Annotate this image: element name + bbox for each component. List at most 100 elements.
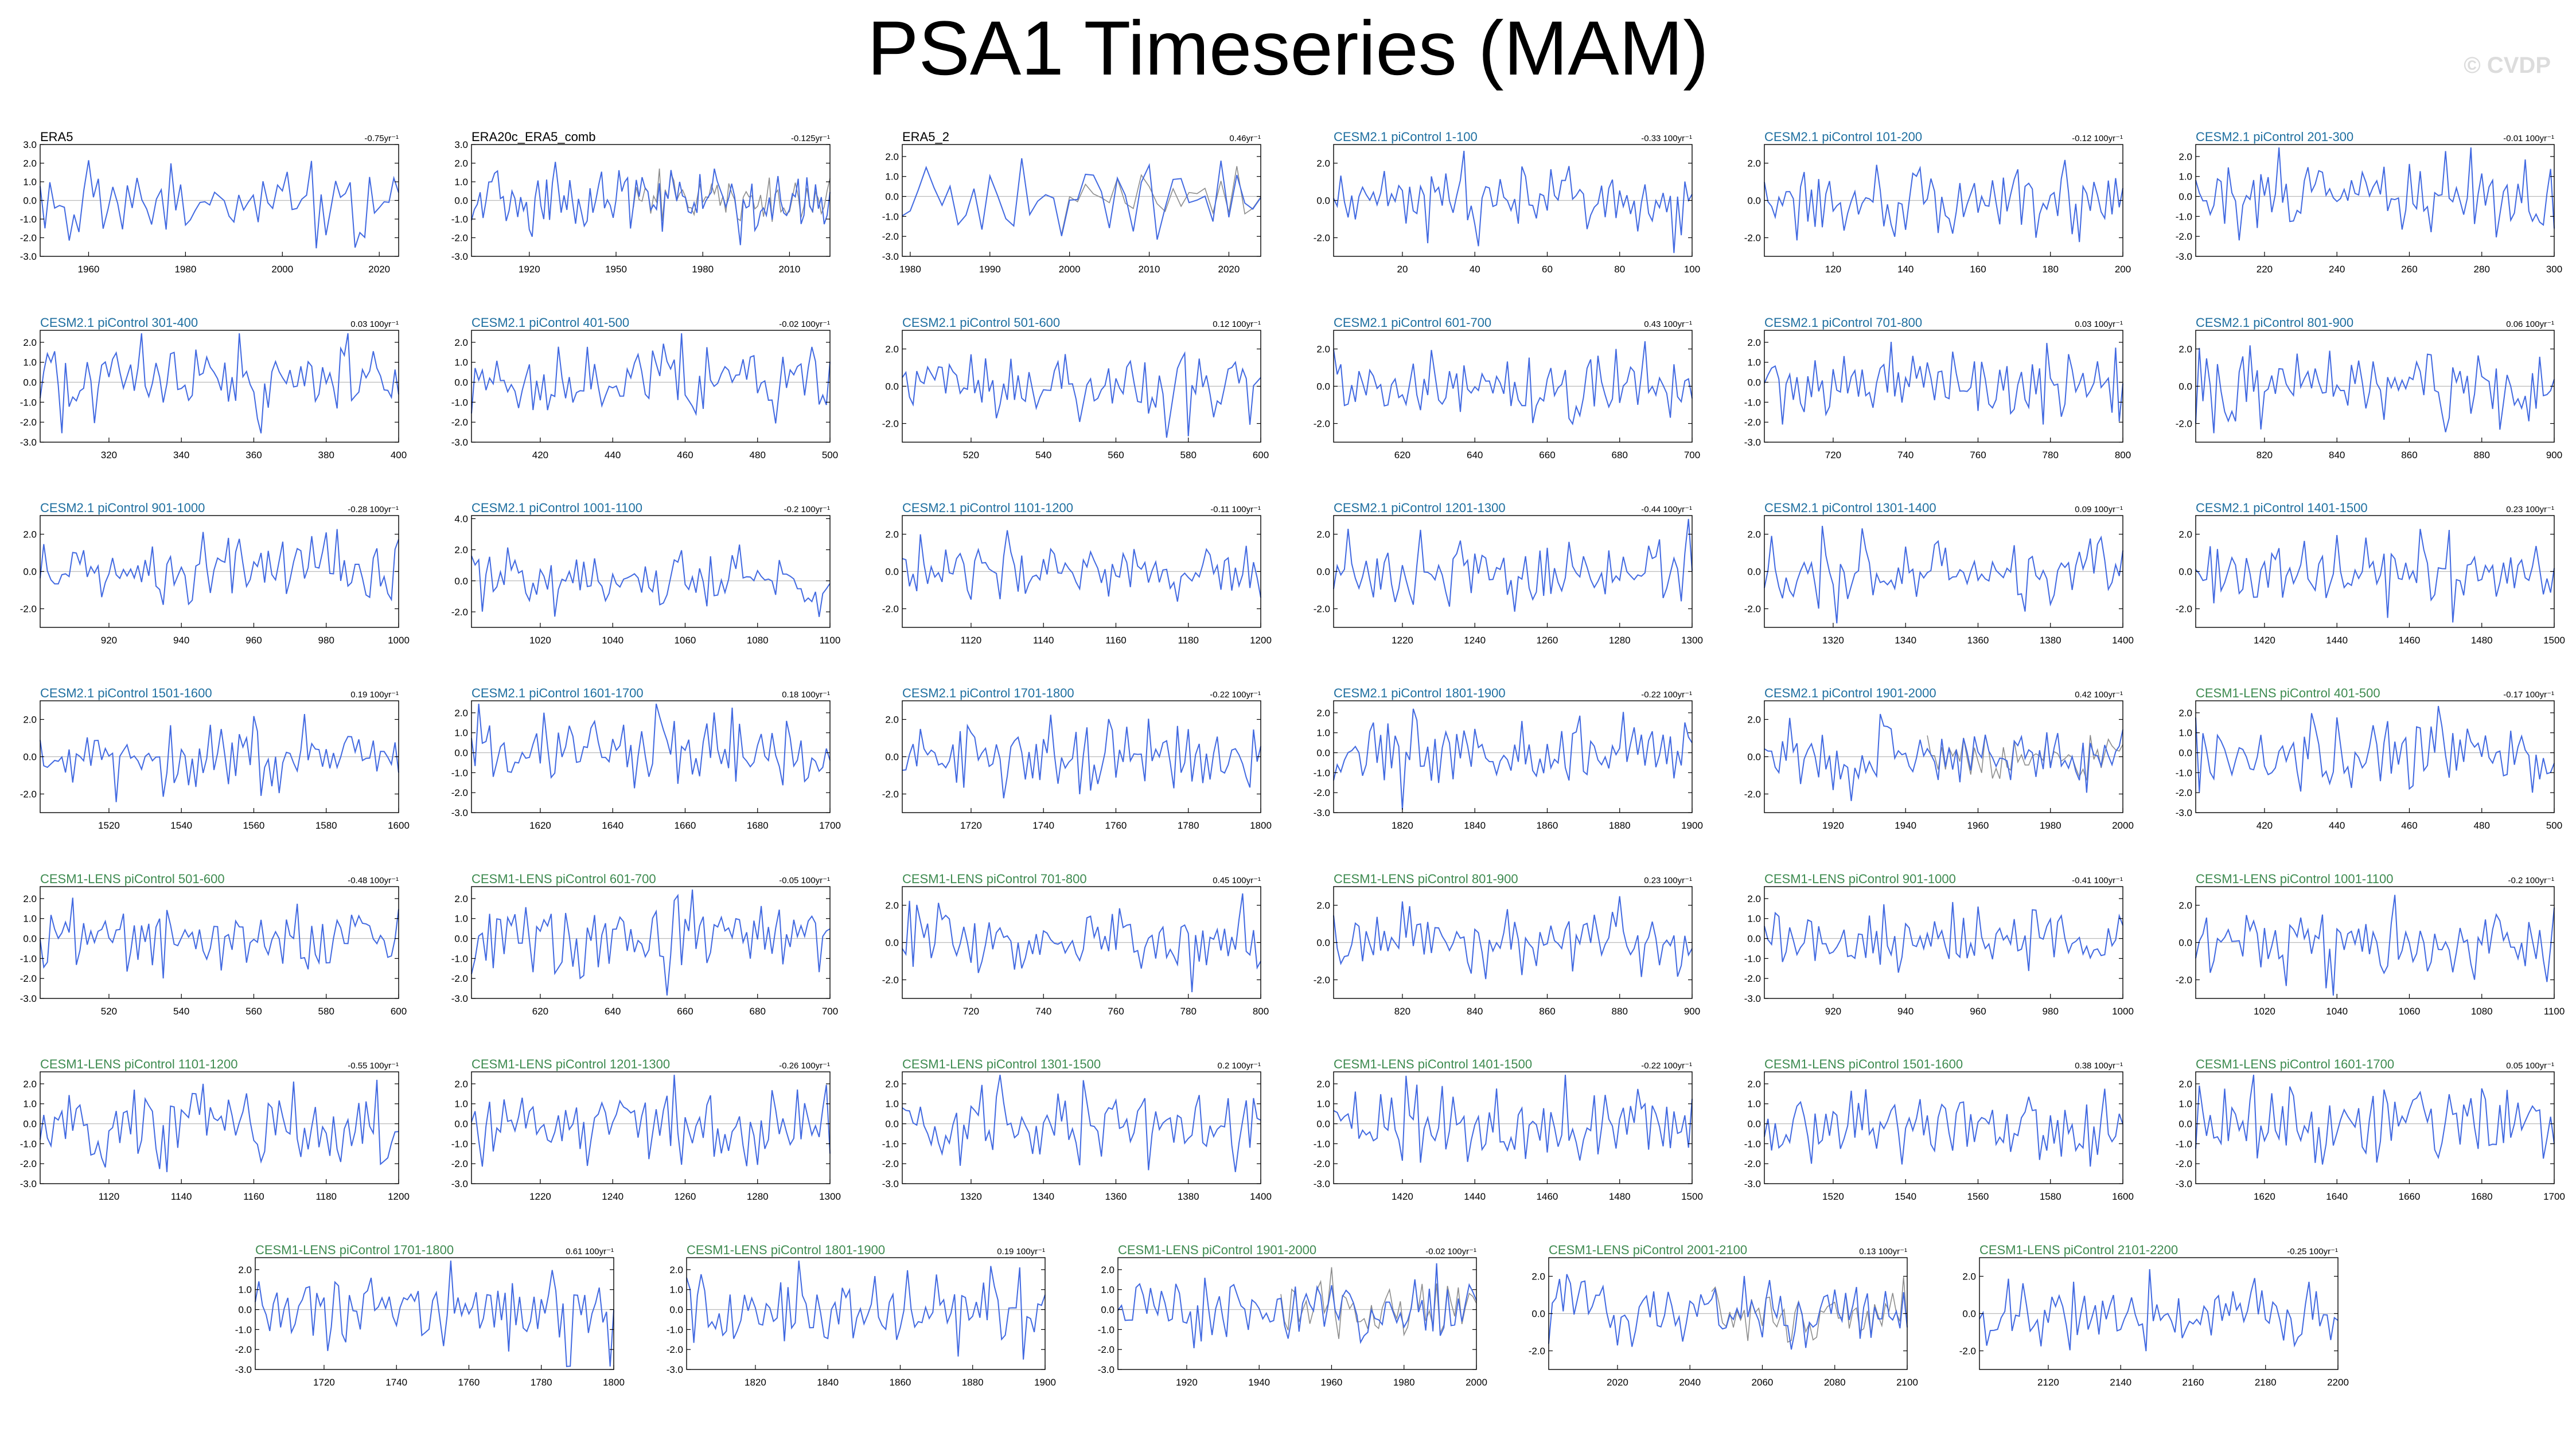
- trend-label: -0.2 100yr⁻¹: [784, 505, 830, 514]
- y-tick-label: 2.0: [2179, 1079, 2192, 1090]
- trend-label: 0.06 100yr⁻¹: [2506, 319, 2554, 329]
- y-tick-label: 2.0: [669, 1265, 683, 1275]
- secondary-series-line: [1280, 1267, 1477, 1339]
- y-tick-label: -2.0: [1744, 604, 1761, 615]
- x-tick-label: 180: [2043, 264, 2059, 275]
- x-tick-label: 800: [1253, 1006, 1269, 1017]
- x-tick-label: 1400: [2112, 635, 2134, 646]
- x-tick-label: 100: [1684, 264, 1700, 275]
- y-tick-label: 2.0: [23, 337, 37, 348]
- x-tick-label: 680: [750, 1006, 766, 1017]
- y-tick-label: -1.0: [1744, 953, 1761, 964]
- x-tick-label: 1120: [961, 635, 982, 646]
- timeseries-panel: CESM1-LENS piControl 1101-1200 -0.55 100y…: [20, 1057, 410, 1202]
- x-tick-label: 60: [1542, 264, 1553, 275]
- x-tick-label: 1500: [2543, 635, 2565, 646]
- panel-title: ERA5: [40, 130, 73, 144]
- panel-title: CESM2.1 piControl 1101-1200: [902, 501, 1073, 515]
- panel-title: CESM2.1 piControl 1601-1700: [471, 686, 644, 700]
- x-tick-label: 1360: [1967, 635, 1989, 646]
- y-tick-label: 2.0: [1962, 1271, 1976, 1282]
- x-tick-label: 2020: [1218, 264, 1240, 275]
- x-tick-label: 880: [2474, 450, 2490, 461]
- plot-frame: [1333, 700, 1693, 813]
- panel-title: CESM1-LENS piControl 1801-1900: [687, 1243, 885, 1257]
- y-tick-label: 0.0: [885, 1119, 899, 1130]
- plot-frame: [255, 1257, 614, 1370]
- trend-label: 0.38 100yr⁻¹: [2075, 1061, 2123, 1071]
- trend-label: -0.17 100yr⁻¹: [2503, 690, 2554, 700]
- y-tick-label: 0.0: [2179, 567, 2192, 577]
- timeseries-panel: CESM2.1 piControl 1701-1800 -0.22 100yr⁻¹…: [882, 686, 1272, 831]
- trend-label: -0.02 100yr⁻¹: [1425, 1247, 1476, 1256]
- timeseries-panel: CESM2.1 piControl 501-600 0.12 100yr⁻¹ -2.…: [882, 315, 1269, 461]
- trend-label: -0.2 100yr⁻¹: [2508, 876, 2554, 885]
- x-tick-label: 1140: [1033, 635, 1054, 646]
- panel-title: CESM2.1 piControl 101-200: [1764, 130, 1922, 144]
- y-tick-label: -2.0: [1314, 419, 1330, 430]
- y-tick-label: -3.0: [1744, 437, 1761, 448]
- series-line: [686, 1261, 1046, 1360]
- timeseries-panel: CESM2.1 piControl 301-400 0.03 100yr⁻¹ -3.…: [20, 315, 407, 461]
- y-tick-label: -1.0: [1098, 1324, 1114, 1335]
- x-tick-label: 1080: [747, 635, 769, 646]
- trend-label: -0.02 100yr⁻¹: [779, 319, 830, 329]
- x-tick-label: 1800: [603, 1377, 625, 1388]
- x-tick-label: 120: [1825, 264, 1841, 275]
- y-tick-label: 2.0: [2179, 151, 2192, 162]
- y-tick-label: 0.0: [885, 192, 899, 202]
- x-tick-label: 840: [1467, 1006, 1483, 1017]
- series-line: [2195, 345, 2555, 434]
- x-tick-label: 280: [2474, 264, 2490, 275]
- panel-title: CESM2.1 piControl 1301-1400: [1764, 501, 1936, 515]
- x-tick-label: 2000: [1059, 264, 1081, 275]
- timeseries-panel: CESM2.1 piControl 401-500 -0.02 100yr⁻¹ -3…: [451, 315, 838, 461]
- y-tick-label: 0.0: [1747, 377, 1761, 388]
- y-tick-label: -2.0: [882, 231, 899, 242]
- panel-title: CESM1-LENS piControl 1701-1800: [255, 1243, 454, 1257]
- x-tick-label: 1220: [529, 1191, 551, 1202]
- panel-title: CESM2.1 piControl 1801-1900: [1334, 686, 1506, 700]
- y-tick-label: -2.0: [1314, 975, 1330, 986]
- x-tick-label: 580: [1180, 450, 1197, 461]
- y-tick-label: 2.0: [1747, 715, 1761, 725]
- x-tick-label: 80: [1614, 264, 1625, 275]
- y-tick-label: 2.0: [238, 1265, 252, 1275]
- x-tick-label: 1640: [602, 820, 623, 831]
- y-tick-label: -2.0: [235, 1344, 252, 1355]
- x-tick-label: 720: [963, 1006, 979, 1017]
- timeseries-panel: CESM2.1 piControl 901-1000 -0.28 100yr⁻¹ -…: [20, 501, 410, 646]
- timeseries-panel: CESM2.1 piControl 1501-1600 0.19 100yr⁻¹ -…: [20, 686, 410, 831]
- x-tick-label: 1260: [1537, 635, 1558, 646]
- y-tick-label: 2.0: [885, 900, 899, 911]
- x-tick-label: 1600: [388, 820, 410, 831]
- y-tick-label: 0.0: [1747, 752, 1761, 763]
- trend-label: -0.125yr⁻¹: [791, 134, 830, 143]
- trend-label: 0.12 100yr⁻¹: [1213, 319, 1261, 329]
- y-tick-label: -2.0: [1098, 1344, 1114, 1355]
- y-tick-label: 2.0: [1747, 1079, 1761, 1090]
- x-tick-label: 520: [101, 1006, 117, 1017]
- x-tick-label: 1980: [899, 264, 921, 275]
- timeseries-panel: CESM2.1 piControl 1401-1500 0.23 100yr⁻¹ -…: [2176, 501, 2565, 646]
- x-tick-label: 2020: [1607, 1377, 1628, 1388]
- x-tick-label: 1140: [171, 1191, 192, 1202]
- series-line: [2195, 705, 2555, 793]
- plot-frame: [471, 515, 831, 628]
- panel-title: CESM1-LENS piControl 1201-1300: [471, 1057, 670, 1071]
- credit-watermark: © CVDP: [2464, 53, 2551, 78]
- y-tick-label: 1.0: [23, 1099, 37, 1110]
- trend-label: -0.05 100yr⁻¹: [779, 876, 830, 885]
- plot-frame: [686, 1257, 1046, 1370]
- panel-title: CESM1-LENS piControl 1501-1600: [1764, 1057, 1963, 1071]
- series-line: [902, 715, 1261, 799]
- y-tick-label: 0.0: [2179, 192, 2192, 202]
- y-tick-label: -1.0: [20, 397, 37, 408]
- timeseries-panel: CESM2.1 piControl 601-700 0.43 100yr⁻¹ -2.…: [1314, 315, 1700, 461]
- series-line: [902, 158, 1261, 240]
- y-tick-label: -3.0: [1744, 1179, 1761, 1189]
- trend-label: -0.25 100yr⁻¹: [2287, 1247, 2338, 1256]
- x-tick-label: 1860: [1537, 820, 1558, 831]
- panel-title: CESM2.1 piControl 1-100: [1334, 130, 1478, 144]
- panel-title: CESM1-LENS piControl 701-800: [902, 872, 1087, 886]
